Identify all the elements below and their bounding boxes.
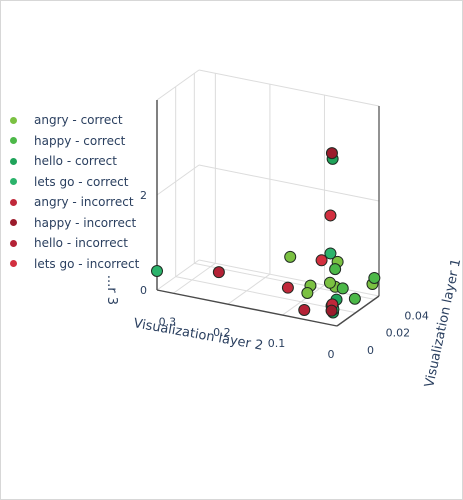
z-axis-title: ...r 3 bbox=[104, 275, 119, 305]
legend-swatch bbox=[10, 239, 17, 247]
data-point[interactable] bbox=[324, 247, 337, 260]
data-point[interactable] bbox=[336, 282, 349, 295]
x-tick-label: 0.02 bbox=[386, 327, 411, 340]
wall-grid-line bbox=[198, 259, 380, 297]
legend-swatch bbox=[10, 116, 17, 124]
legend-label: angry - incorrect bbox=[34, 195, 134, 210]
y-axis-line bbox=[156, 289, 338, 327]
grid bbox=[156, 69, 380, 327]
floor-grid-line bbox=[282, 284, 325, 316]
wall-grid-line bbox=[156, 69, 200, 101]
data-point[interactable] bbox=[324, 209, 337, 222]
legend-label: lets go - correct bbox=[34, 174, 129, 189]
legend-label: lets go - incorrect bbox=[34, 256, 140, 271]
data-point[interactable] bbox=[348, 292, 361, 305]
legend-swatch bbox=[10, 137, 17, 145]
data-point[interactable] bbox=[212, 266, 225, 279]
legend-label: happy - incorrect bbox=[34, 215, 137, 230]
y-tick-label: 0.1 bbox=[268, 337, 286, 350]
floor-grid-line bbox=[173, 262, 216, 294]
legend-item[interactable]: hello - incorrect bbox=[10, 233, 139, 254]
legend-swatch bbox=[10, 157, 17, 165]
legend-item[interactable]: happy - incorrect bbox=[10, 213, 139, 234]
data-point[interactable] bbox=[281, 281, 294, 294]
floor-grid-line bbox=[227, 273, 271, 305]
legend-item[interactable]: angry - incorrect bbox=[10, 192, 139, 213]
legend-item[interactable]: lets go - correct bbox=[10, 172, 139, 193]
z-tick-label: 2 bbox=[140, 189, 147, 202]
legend-label: angry - correct bbox=[34, 113, 123, 128]
x-axis-title: Visualization layer 1 bbox=[422, 257, 463, 389]
legend: angry - correct happy - correct hello - co… bbox=[10, 110, 139, 274]
legend-label: happy - correct bbox=[34, 133, 126, 148]
data-point[interactable] bbox=[368, 271, 381, 284]
data-points bbox=[151, 147, 381, 319]
tick-labels: 0 0.02 0.04 0 0.1 0.2 0.3 0 2 bbox=[140, 189, 429, 361]
legend-item[interactable]: hello - correct bbox=[10, 151, 139, 172]
y-tick-label: 0.3 bbox=[159, 315, 177, 328]
y-axis-title: Visualization layer 2 bbox=[132, 316, 264, 354]
legend-item[interactable]: lets go - incorrect bbox=[10, 254, 139, 275]
x-axis-line bbox=[336, 295, 380, 327]
data-point[interactable] bbox=[323, 276, 336, 289]
data-point[interactable] bbox=[315, 254, 328, 267]
legend-item[interactable]: happy - correct bbox=[10, 131, 139, 152]
data-point[interactable] bbox=[325, 147, 338, 160]
y-tick-label: 0.2 bbox=[213, 326, 231, 339]
wall-grid-line bbox=[156, 259, 200, 291]
y-tick-label: 0 bbox=[328, 348, 335, 361]
data-point[interactable] bbox=[298, 303, 311, 316]
wall-grid-line bbox=[198, 164, 380, 202]
legend-swatch bbox=[10, 198, 17, 206]
wall-grid-line bbox=[198, 69, 380, 107]
x-tick-label: 0 bbox=[367, 344, 374, 357]
data-point[interactable] bbox=[325, 304, 338, 317]
legend-label: hello - incorrect bbox=[34, 236, 128, 251]
z-tick-label: 0 bbox=[140, 284, 147, 297]
x-tick-label: 0.04 bbox=[404, 309, 429, 322]
legend-swatch bbox=[10, 219, 17, 227]
legend-item[interactable]: angry - correct bbox=[10, 110, 139, 131]
wall-grid-line bbox=[156, 164, 200, 196]
data-point[interactable] bbox=[329, 263, 342, 276]
legend-swatch bbox=[10, 260, 17, 268]
data-point[interactable] bbox=[151, 265, 163, 277]
data-point[interactable] bbox=[284, 250, 297, 263]
data-point[interactable] bbox=[301, 287, 314, 300]
legend-label: hello - correct bbox=[34, 154, 117, 169]
legend-swatch bbox=[10, 178, 17, 186]
